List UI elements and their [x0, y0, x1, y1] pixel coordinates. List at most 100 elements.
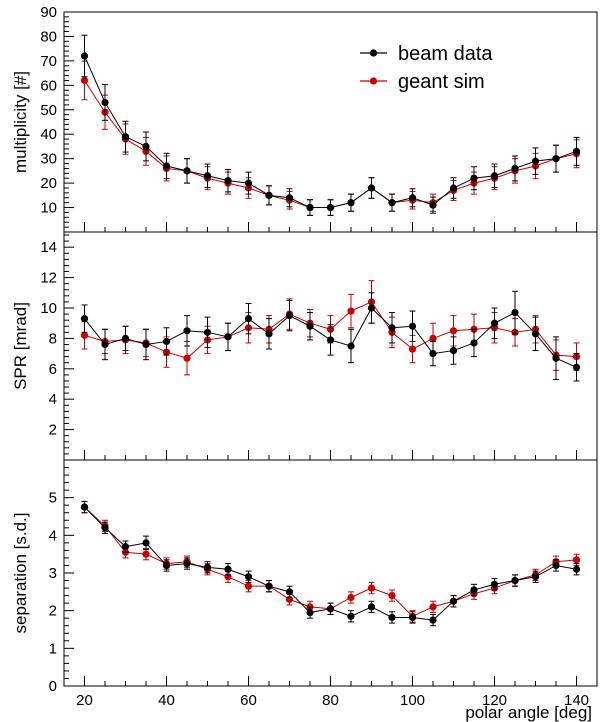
data-point: [80, 331, 89, 339]
y-tick-label: 60: [40, 77, 57, 94]
data-point: [224, 565, 232, 573]
data-point: [347, 593, 355, 602]
y-tick-label: 14: [40, 239, 57, 256]
y-tick-label: 90: [40, 4, 57, 21]
data-point: [367, 304, 376, 312]
x-tick-label: 120: [482, 692, 507, 709]
y-tick-label: 5: [49, 490, 57, 507]
series-beam-data: [80, 34, 581, 216]
data-point: [183, 327, 191, 335]
data-point: [80, 503, 89, 511]
data-point: [408, 613, 417, 622]
series-beam-data: [80, 500, 581, 627]
data-point: [511, 308, 519, 317]
y-tick-label: 4: [49, 391, 57, 408]
data-point: [265, 191, 273, 199]
legend-marker: [369, 77, 378, 85]
y-tick-label: 0: [49, 678, 57, 695]
data-point: [244, 315, 253, 323]
data-point: [162, 337, 171, 346]
data-point: [388, 324, 396, 332]
data-point: [183, 354, 191, 362]
data-point: [449, 597, 458, 605]
data-point: [552, 354, 560, 362]
y-tick-label: 8: [49, 330, 57, 347]
panel-spr: 2 4 6 8 10 12 14 SPR [mrad]: [11, 231, 598, 461]
y-tick-label: 70: [40, 53, 57, 70]
data-point: [552, 155, 560, 163]
data-point: [203, 328, 212, 336]
data-point: [490, 319, 499, 327]
data-point: [470, 586, 478, 594]
data-point: [449, 184, 458, 192]
data-point: [80, 315, 89, 323]
y-tick-label: 30: [40, 151, 57, 168]
x-tick-label: 100: [400, 692, 425, 709]
y-tick-label: 6: [49, 361, 57, 378]
y-tick-label: 40: [40, 126, 57, 143]
data-point: [183, 559, 191, 568]
data-point: [80, 52, 89, 60]
data-point: [142, 539, 150, 547]
y-axis-title: multiplicity [#]: [11, 71, 30, 173]
x-tick-label: 140: [564, 692, 589, 709]
data-point: [531, 573, 540, 581]
x-tick-label: 60: [240, 692, 257, 709]
series-line: [84, 80, 577, 209]
data-point: [265, 330, 273, 338]
data-point: [408, 345, 417, 353]
data-point: [572, 565, 581, 573]
x-axis-title: polar angle [deg]: [465, 703, 592, 722]
data-point: [347, 612, 355, 620]
data-point: [162, 561, 171, 570]
data-point: [203, 563, 212, 571]
data-point: [162, 162, 171, 170]
data-point: [224, 333, 232, 341]
series-line: [84, 55, 577, 209]
data-point: [244, 573, 253, 581]
data-point: [531, 157, 540, 165]
data-point: [183, 167, 191, 175]
y-tick-label: 20: [40, 175, 57, 192]
data-point: [388, 199, 396, 207]
data-point: [367, 184, 376, 192]
data-point: [367, 584, 376, 592]
data-point: [511, 576, 519, 585]
data-point: [531, 330, 540, 338]
legend-marker: [369, 49, 378, 57]
data-point: [306, 608, 314, 617]
data-point: [101, 98, 109, 107]
data-point: [347, 342, 355, 350]
data-point: [101, 340, 109, 349]
data-point: [285, 588, 294, 596]
data-point: [142, 550, 150, 558]
data-point: [408, 194, 417, 202]
data-point: [429, 603, 437, 611]
data-point: [429, 201, 437, 209]
data-point: [80, 76, 89, 85]
data-point: [326, 336, 335, 344]
data-point: [388, 592, 396, 600]
data-point: [121, 543, 130, 551]
legend-label: beam data: [398, 43, 493, 65]
legend-label: geant sim: [398, 71, 485, 93]
y-tick-label: 50: [40, 102, 57, 119]
y-tick-label: 4: [49, 527, 57, 544]
data-point: [449, 327, 458, 335]
data-point: [285, 194, 294, 202]
y-axis-title: SPR [mrad]: [11, 302, 30, 390]
data-point: [429, 334, 437, 342]
x-tick-label: 20: [76, 692, 93, 709]
x-tick-label: 80: [322, 692, 339, 709]
y-tick-label: 2: [49, 603, 57, 620]
data-point: [244, 179, 253, 187]
data-point: [429, 350, 437, 358]
data-point: [388, 613, 396, 622]
data-point: [429, 616, 437, 624]
y-tick-label: 1: [49, 640, 57, 657]
plot-frame: [63, 459, 598, 687]
data-point: [470, 339, 478, 347]
y-tick-label: 10: [40, 300, 57, 317]
